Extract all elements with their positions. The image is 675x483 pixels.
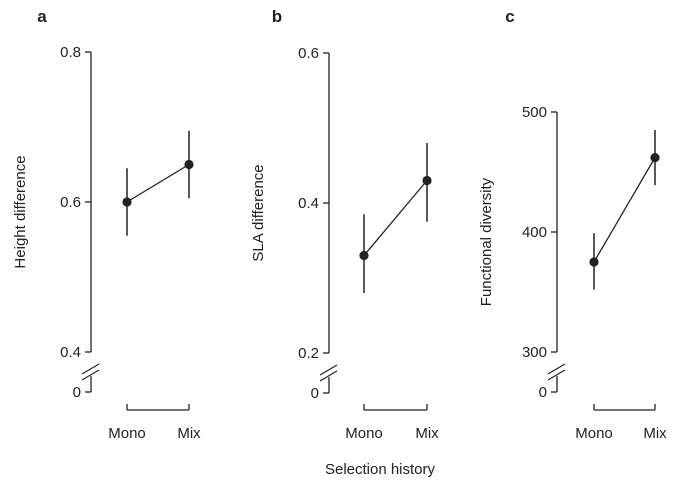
data-point-mix [650, 153, 660, 163]
data-point-mono [589, 257, 599, 267]
data-point-mix [184, 159, 194, 170]
x-tick-label-mix: Mix [643, 425, 667, 442]
data-point-mix [422, 175, 432, 186]
y-tick-label: 400 [522, 224, 547, 241]
y-tick-label-zero: 0 [539, 384, 547, 401]
x-tick-label-mix: Mix [415, 425, 439, 442]
series-line [593, 157, 656, 263]
y-tick-label: 0.2 [298, 345, 319, 362]
panel-c: c 300 400 500 0 Functional diversity Mono Mix [478, 7, 667, 442]
data-point-mono [359, 250, 369, 261]
axis-break-mark [319, 364, 338, 376]
x-axis-bracket [126, 404, 190, 411]
x-axis-title: Selection history [325, 461, 436, 478]
y-tick-label: 0.4 [60, 344, 81, 361]
y-tick-label: 0.6 [298, 45, 319, 62]
x-axis-bracket [363, 404, 428, 411]
y-tick-label: 0.8 [60, 44, 81, 61]
panel-letter: a [37, 7, 47, 26]
y-tick-label-zero: 0 [73, 384, 81, 401]
data-point-mono [122, 197, 132, 207]
y-tick-label: 0.6 [60, 194, 81, 211]
x-tick-label-mono: Mono [575, 425, 613, 442]
y-tick-label: 500 [522, 104, 547, 121]
panel-a: a 0.4 0.6 0.8 0 Height difference Mono Mix [12, 7, 201, 442]
series-line [126, 163, 190, 203]
x-tick-label-mono: Mono [345, 425, 383, 442]
x-tick-label-mix: Mix [177, 425, 201, 442]
y-tick-label: 0.4 [298, 195, 319, 212]
axis-break-mark [81, 369, 100, 381]
axis-break-mark [547, 369, 566, 381]
panels: a 0.4 0.6 0.8 0 Height difference Mono Mix b 0.2 0… [12, 7, 667, 442]
axis-break-mark [81, 363, 100, 375]
y-axis-title: Functional diversity [478, 177, 495, 306]
y-axis-title: Height difference [12, 155, 29, 268]
x-axis-bracket [593, 404, 656, 411]
panel-b: b 0.2 0.4 0.6 0 SLA difference Mono Mix [250, 7, 439, 442]
y-tick-label: 300 [522, 344, 547, 361]
y-tick-label-zero: 0 [311, 385, 319, 402]
axis-break-mark [547, 363, 566, 375]
y-axis-title: SLA difference [250, 164, 267, 261]
panel-letter: c [505, 7, 514, 26]
x-tick-label-mono: Mono [108, 425, 146, 442]
series-line [363, 180, 428, 256]
panel-letter: b [272, 7, 282, 26]
axis-break-mark [319, 370, 338, 382]
